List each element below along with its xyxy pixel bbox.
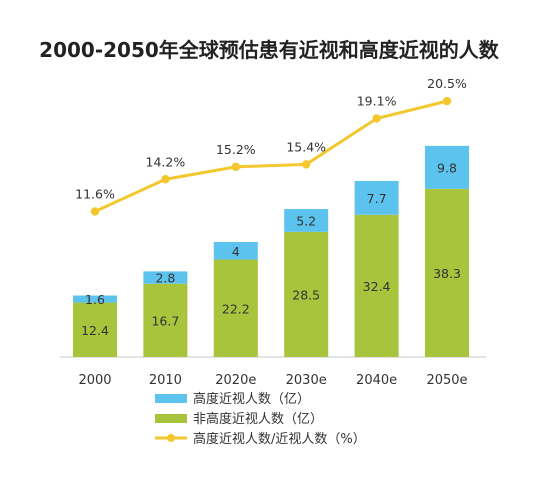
x-tick-label: 2020e [215,373,256,388]
line-value-label: 14.2% [146,154,186,169]
line-point [302,160,311,169]
bar-high-myopia [143,271,188,284]
chart-title: 2000-2050年全球预估患有近视和高度近视的人数 [39,38,499,62]
bar-value-label: 32.4 [363,279,391,294]
bar-value-label: 7.7 [367,191,387,206]
bar-non-high-myopia [213,259,258,357]
line-point [372,114,381,123]
bar-non-high-myopia [73,302,117,357]
bar-value-label: 4 [232,244,240,259]
bar-value-label: 12.4 [81,323,109,338]
legend-label-ratio: 高度近视人数/近视人数（%） [193,431,366,447]
bar-non-high-myopia [284,231,329,357]
bar-value-label: 28.5 [292,287,320,302]
bar-value-label: 1.6 [85,292,105,307]
bar-non-high-myopia [425,188,469,357]
x-tick-label: 2050e [426,373,467,388]
bar-non-high-myopia [143,283,188,357]
legend-swatch-ratio-marker [167,434,175,442]
bar-non-high-myopia [354,214,399,357]
line-value-label: 15.2% [216,142,256,157]
line-value-label: 11.6% [75,187,115,202]
legend-swatch-high-myopia [155,394,187,403]
bar-high-myopia [284,209,329,232]
bar-high-myopia [73,295,117,303]
legend-label-high-myopia: 高度近视人数（亿） [193,391,310,407]
bar-value-label: 9.8 [437,160,457,175]
bar-high-myopia [354,180,399,215]
line-point [90,207,100,216]
bar-value-label: 5.2 [296,213,316,228]
line-point [442,96,452,106]
x-tick-label: 2030e [286,373,327,388]
x-tick-label: 2040e [356,373,397,388]
line-value-label: 20.5% [427,76,467,91]
line-point [161,175,170,184]
bar-value-label: 2.8 [155,271,175,286]
bar-value-label: 38.3 [433,266,461,281]
legend-label-non-high-myopia: 非高度近视人数（亿） [193,411,323,427]
bar-value-label: 16.7 [151,313,179,328]
x-tick-label: 2010 [149,373,182,388]
bar-high-myopia [213,241,258,260]
line-value-label: 15.4% [286,139,326,154]
x-tick-label: 2000 [78,373,111,388]
series-line-high-myopia-ratio [94,99,448,213]
bar-high-myopia [425,145,469,189]
line-value-label: 19.1% [357,94,397,109]
bar-value-label: 22.2 [222,301,250,316]
line-point [231,162,240,172]
legend-swatch-non-high-myopia [155,414,187,423]
